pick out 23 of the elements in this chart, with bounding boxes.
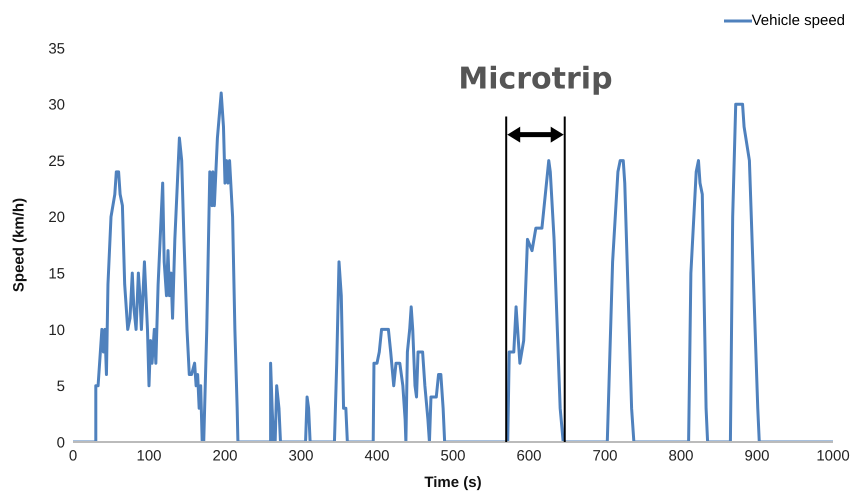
y-tick-label: 20: [48, 209, 65, 226]
y-axis-title: Speed (km/h): [10, 198, 28, 292]
y-tick-label: 25: [48, 152, 65, 170]
x-tick-label: 100: [136, 448, 162, 465]
x-tick-label: 200: [212, 448, 238, 465]
y-tick-label: 10: [48, 322, 65, 339]
annotation: Microtrip: [458, 62, 613, 97]
x-tick-label: 300: [288, 448, 314, 465]
x-tick-label: 1000: [816, 448, 850, 465]
x-tick-label: 900: [744, 448, 770, 465]
legend-label: Vehicle speed: [752, 12, 845, 29]
x-axis-title: Time (s): [424, 474, 482, 491]
x-tick-label: 0: [68, 448, 78, 465]
x-tick-label: 400: [364, 448, 390, 465]
x-tick-label: 700: [592, 448, 618, 465]
y-tick-label: 0: [56, 434, 65, 452]
y-tick-label: 15: [48, 265, 65, 282]
x-tick-label: 500: [440, 448, 466, 465]
y-tick-label: 5: [56, 378, 65, 396]
x-tick-label: 800: [668, 448, 694, 465]
y-tick-label: 30: [48, 96, 65, 114]
x-tick-label: 600: [516, 448, 542, 465]
y-tick-label: 35: [48, 40, 65, 58]
